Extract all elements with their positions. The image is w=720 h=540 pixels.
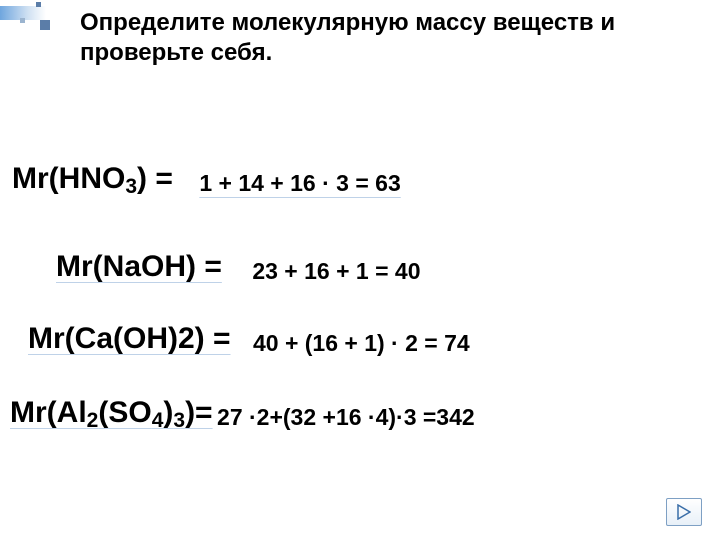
- formula-caoh2: Mr(Ca(OH)2) =: [28, 322, 231, 356]
- calc-al2so43: 27 ·2+(32 +16 ·4)·3 =342: [217, 404, 475, 431]
- formula-naoh: Mr(NaOH) =: [56, 250, 222, 284]
- equation-row-naoh: Mr(NaOH) = 23 + 16 + 1 = 40: [56, 250, 421, 285]
- equation-row-hno3: Mr(HNO3) = 1 + 14 + 16 · 3 = 63: [12, 162, 401, 197]
- play-icon: [677, 504, 691, 520]
- next-slide-button[interactable]: [666, 498, 702, 526]
- calc-caoh2: 40 + (16 + 1) · 2 = 74: [253, 330, 470, 357]
- formula-hno3: Mr(HNO3) =: [12, 162, 173, 196]
- slide-title: Определите молекулярную массу веществ и …: [80, 8, 640, 68]
- calc-hno3: 1 + 14 + 16 · 3 = 63: [199, 170, 400, 197]
- calc-naoh: 23 + 16 + 1 = 40: [252, 258, 420, 285]
- formula-al2so43: Mr(Al2(SO4)3)=: [10, 396, 213, 430]
- equation-row-caoh2: Mr(Ca(OH)2) = 40 + (16 + 1) · 2 = 74: [28, 322, 470, 357]
- equation-row-al2so43: Mr(Al2(SO4)3)= 27 ·2+(32 +16 ·4)·3 =342: [10, 396, 475, 431]
